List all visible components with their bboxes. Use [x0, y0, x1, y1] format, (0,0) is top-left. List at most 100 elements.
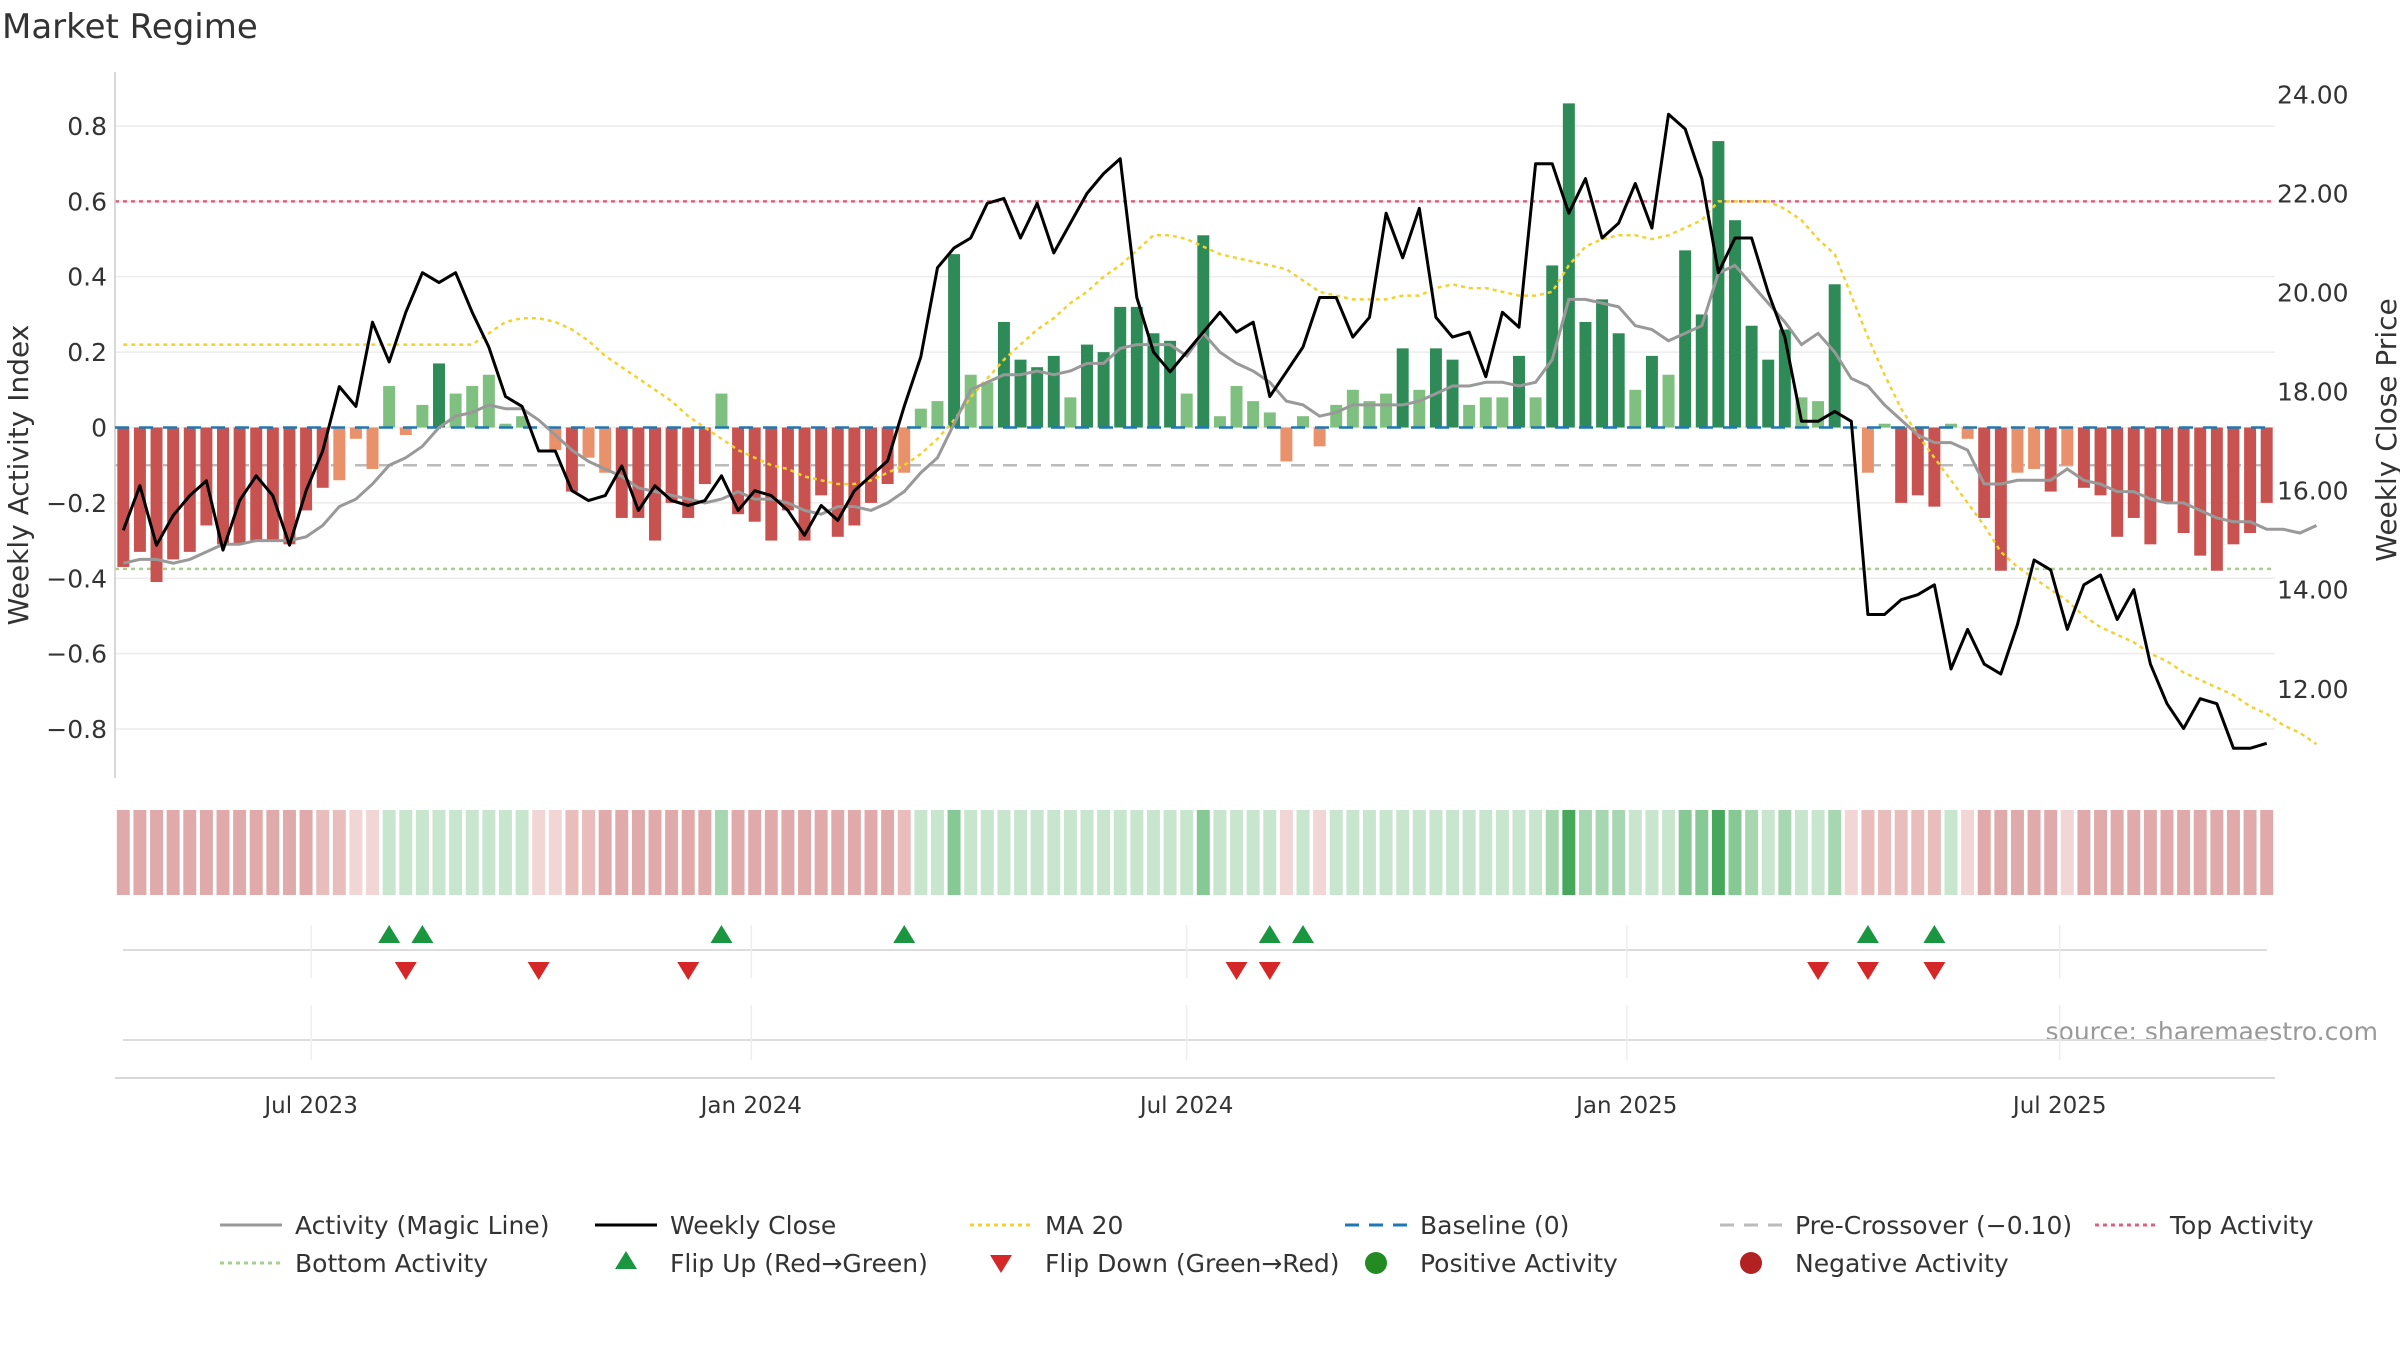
regime-strip-cell: [150, 810, 164, 895]
flip-down-marker: [394, 962, 417, 980]
flip-up-marker: [1258, 925, 1281, 943]
regime-strip-cell: [299, 810, 313, 895]
regime-strip-cell: [2027, 810, 2041, 895]
flip-up-marker: [710, 925, 733, 943]
regime-strip-cell: [847, 810, 861, 895]
activity-bar: [1978, 427, 1991, 518]
activity-bar: [931, 401, 944, 428]
flip-down-marker: [527, 962, 550, 980]
activity-bar: [615, 427, 628, 518]
activity-bar: [1031, 367, 1044, 428]
regime-strip-cell: [1794, 810, 1808, 895]
activity-bar: [316, 427, 329, 488]
left-tick-label: −0.8: [46, 715, 107, 744]
activity-bar: [1147, 333, 1160, 428]
left-tick-label: −0.4: [46, 564, 107, 593]
activity-bar: [1645, 355, 1658, 428]
regime-strip-cell: [532, 810, 546, 895]
activity-bar: [1745, 325, 1758, 428]
activity-bar: [117, 427, 130, 567]
regime-strip-cell: [1263, 810, 1277, 895]
regime-strip-cell: [1279, 810, 1293, 895]
flip-down-marker: [1923, 962, 1946, 980]
regime-strip-cell: [648, 810, 662, 895]
regime-strip-cell: [1495, 810, 1509, 895]
activity-bar: [466, 386, 479, 428]
regime-strip-cell: [1745, 810, 1759, 895]
activity-bar: [250, 427, 263, 541]
activity-bar: [449, 393, 462, 428]
regime-strip-cell: [2044, 810, 2058, 895]
left-axis-label: Weekly Activity Index: [2, 325, 35, 626]
activity-bar: [183, 427, 196, 552]
regime-strip-cell: [1196, 810, 1210, 895]
activity-bar: [150, 427, 163, 583]
chart-title: Market Regime: [2, 7, 258, 47]
activity-bar: [914, 408, 927, 428]
regime-strip-cell: [399, 810, 413, 895]
activity-bar: [482, 374, 495, 428]
regime-strip-cell: [1146, 810, 1160, 895]
activity-bar: [1496, 397, 1509, 428]
flip-up-marker: [1923, 925, 1946, 943]
legend-label: Flip Up (Red→Green): [670, 1249, 928, 1278]
ma20-line: [123, 200, 2318, 746]
left-tick-label: 0.4: [67, 263, 107, 292]
regime-strip-cell: [1396, 810, 1410, 895]
activity-bar: [333, 427, 346, 481]
activity-bar: [1762, 359, 1775, 428]
activity-bar: [2244, 427, 2257, 534]
legend-swatch-flip-up: [615, 1251, 637, 1269]
activity-bar: [2111, 427, 2124, 537]
regime-strip-cell: [1994, 810, 2008, 895]
activity-bar: [1263, 412, 1276, 428]
activity-bar: [2044, 427, 2057, 492]
legend-label: Flip Down (Green→Red): [1045, 1249, 1340, 1278]
activity-bar: [1812, 401, 1825, 428]
regime-strip-cell: [2260, 810, 2274, 895]
activity-bar: [1081, 344, 1093, 428]
regime-strip-cell: [1678, 810, 1692, 895]
legend-label: MA 20: [1045, 1211, 1123, 1240]
regime-strip-cell: [2226, 810, 2240, 895]
activity-bar: [167, 427, 180, 560]
regime-strip-cell: [216, 810, 230, 895]
regime-strip-cell: [366, 810, 380, 895]
regime-strip-cell: [2177, 810, 2191, 895]
regime-strip-cell: [665, 810, 679, 895]
activity-bar: [1446, 359, 1459, 428]
weekly-close-line: [121, 112, 2268, 750]
activity-bar: [516, 416, 529, 428]
activity-bar: [1247, 401, 1260, 428]
x-axis: Jul 2023 Jan 2024 Jul 2024 Jan 2025 Jul 2025: [115, 1077, 2275, 1119]
activity-bar: [1945, 423, 1957, 428]
regime-strip-cell: [1063, 810, 1077, 895]
legend-label: Baseline (0): [1420, 1211, 1569, 1240]
regime-strip-cell: [2094, 810, 2108, 895]
regime-strip-cell: [465, 810, 479, 895]
activity-bar: [715, 393, 728, 428]
activity-bar: [848, 427, 861, 526]
regime-strip-cell: [615, 810, 629, 895]
activity-bar: [1695, 314, 1708, 428]
regime-strip-cell: [199, 810, 213, 895]
regime-strip-cell: [1761, 810, 1775, 895]
activity-bar: [283, 427, 296, 545]
legend-label: Activity (Magic Line): [295, 1211, 549, 1240]
activity-bar: [1579, 321, 1592, 428]
regime-strip-cell: [980, 810, 994, 895]
source-note: source: sharemaestro.com: [2046, 1017, 2379, 1046]
regime-strip-cell: [2210, 810, 2224, 895]
regime-strip-cell: [2060, 810, 2074, 895]
activity-bar: [1114, 306, 1127, 428]
regime-strip-cell: [1362, 810, 1376, 895]
regime-strip-cell: [598, 810, 612, 895]
activity-bar: [2177, 427, 2190, 534]
right-tick-label: 14.00: [2277, 576, 2349, 605]
regime-strip-cell: [1462, 810, 1476, 895]
flip-down-marker: [677, 962, 700, 980]
regime-strip-cell: [1313, 810, 1327, 895]
regime-strip-cell: [930, 810, 944, 895]
left-tick-label: −0.2: [46, 489, 107, 518]
activity-bar: [1928, 427, 1941, 507]
